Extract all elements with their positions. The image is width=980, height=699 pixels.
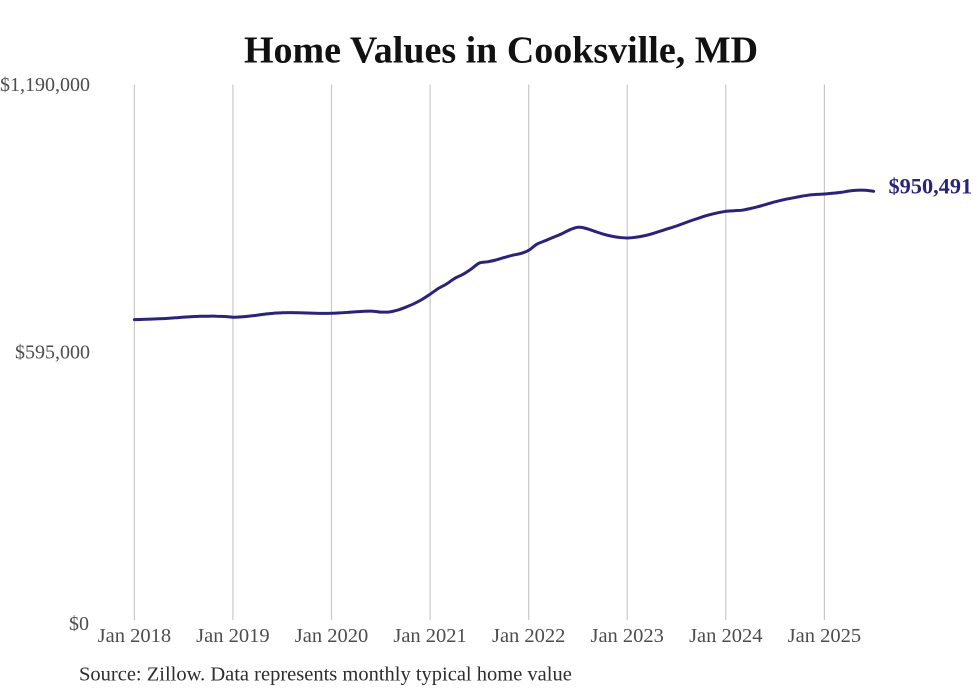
svg-text:Jan 2024: Jan 2024 (689, 625, 762, 647)
svg-text:$950,491: $950,491 (889, 173, 973, 198)
svg-text:Home Values in Cooksville, MD: Home Values in Cooksville, MD (244, 30, 758, 72)
svg-text:Jan 2025: Jan 2025 (788, 625, 861, 647)
svg-text:Jan 2021: Jan 2021 (393, 625, 466, 647)
svg-text:Jan 2018: Jan 2018 (98, 625, 171, 647)
svg-text:Source: Zillow. Data represent: Source: Zillow. Data represents monthly … (79, 664, 572, 686)
svg-text:Jan 2023: Jan 2023 (590, 625, 663, 647)
svg-text:$1,190,000: $1,190,000 (0, 74, 90, 96)
svg-text:$595,000: $595,000 (15, 342, 90, 364)
svg-text:Jan 2020: Jan 2020 (295, 625, 368, 647)
svg-text:Jan 2022: Jan 2022 (492, 625, 565, 647)
svg-text:$0: $0 (69, 613, 89, 635)
svg-text:Jan 2019: Jan 2019 (196, 625, 269, 647)
